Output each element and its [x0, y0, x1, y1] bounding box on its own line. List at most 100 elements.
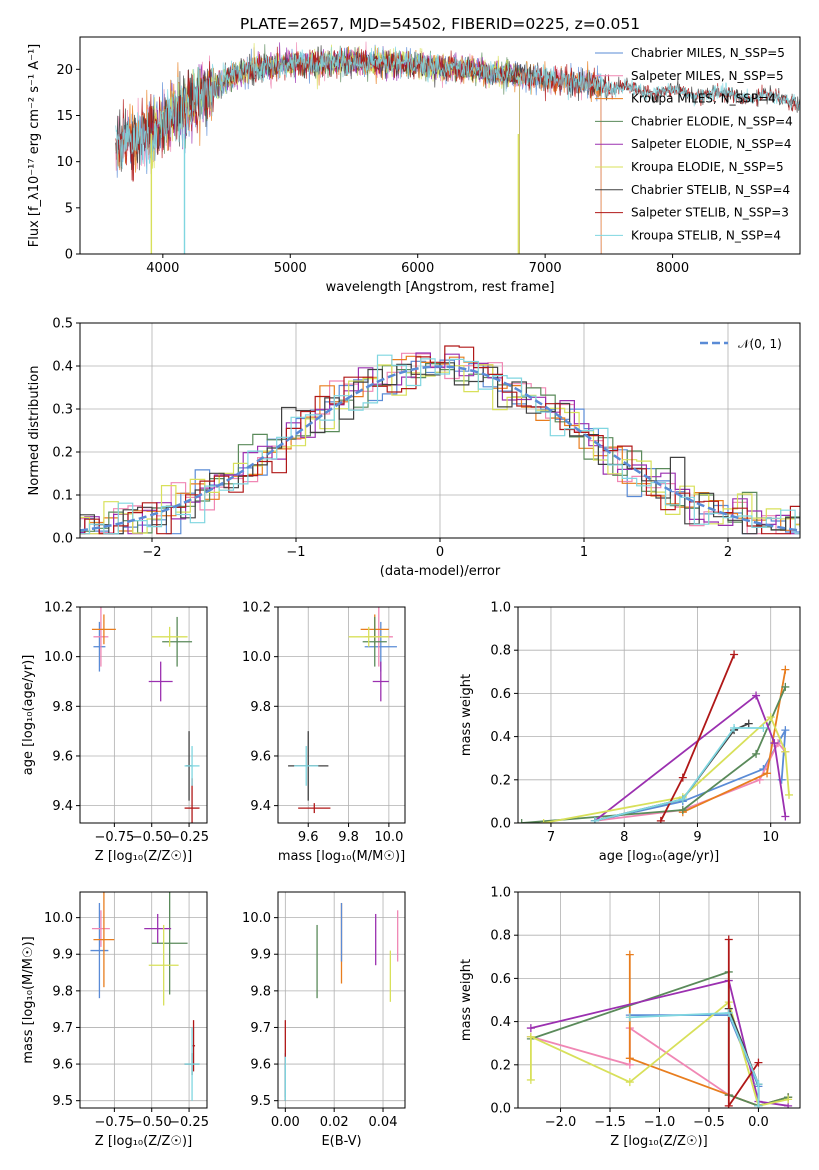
weight-point-marker — [766, 713, 775, 722]
x-tick-label: 0.0 — [748, 1115, 769, 1130]
legend-entry: 𝒩(0, 1) — [738, 337, 782, 351]
normal-reference-curve — [80, 365, 798, 532]
histogram-series — [80, 362, 800, 535]
y-tick-label: 9.6 — [52, 1058, 73, 1073]
weight-point-marker — [678, 773, 687, 782]
x-tick-label: −0.5 — [693, 1115, 725, 1130]
weight-series — [594, 694, 787, 822]
x-axis-label: Z [log₁₀(Z/Z☉)] — [95, 849, 192, 864]
weight-series — [629, 1012, 760, 1106]
legend-entry: Chabrier ELODIE, N_SSP=4 — [631, 114, 793, 128]
x-tick-label: 8000 — [656, 261, 689, 276]
x-axis-label: Z [log₁₀(Z/Z☉)] — [95, 1134, 192, 1149]
legend-entry: Kroupa MILES, N_SSP=4 — [631, 92, 776, 106]
weight-point-marker — [770, 739, 779, 748]
y-tick-label: 0.2 — [52, 446, 73, 461]
spectrum-lines — [115, 41, 800, 254]
y-tick-label: 9.6 — [250, 749, 271, 764]
y-axis-label: mass weight — [459, 959, 474, 1041]
weight-lines — [526, 935, 793, 1108]
weight-point-marker — [752, 691, 761, 700]
weight-point-marker — [781, 747, 790, 756]
weight-point-marker — [781, 665, 790, 674]
weight-vs-age-panel: 7 8 9 10 0.0 0.2 0.4 0.6 0.8 1.0 age [log₁₀(age/yr… — [459, 601, 801, 864]
y-tick-label: 9.6 — [52, 749, 73, 764]
mass-vs-EBV-panel: 0.00 0.02 0.04 9.5 9.6 9.7 9.8 9.9 10.0 E(B-V) — [242, 891, 406, 1149]
histograms — [80, 345, 800, 535]
y-axis-label: age [log₁₀(age/yr)] — [21, 655, 36, 776]
weight-point-marker — [724, 1008, 733, 1017]
errorbar-point — [93, 607, 109, 667]
errorbar-point — [184, 1027, 200, 1101]
errorbar-point — [362, 616, 387, 667]
gridlines — [278, 606, 405, 823]
y-tick-label: 9.7 — [52, 1021, 73, 1036]
weight-point-marker — [730, 723, 739, 732]
y-tick-label: 0.2 — [490, 773, 511, 788]
histogram-series — [80, 364, 800, 535]
errorbar-point — [93, 621, 106, 672]
x-tick-label: −1.0 — [644, 1115, 676, 1130]
x-tick-label: 9 — [693, 830, 701, 845]
y-tick-label: 10.0 — [44, 650, 73, 665]
errorbar-point — [294, 746, 319, 786]
y-tick-label: 9.4 — [250, 799, 271, 814]
weight-series — [543, 715, 790, 823]
x-tick-label: −0.50 — [132, 1115, 172, 1130]
x-tick-label: 9.6 — [298, 830, 319, 845]
y-tick-label: 0.4 — [490, 1015, 511, 1030]
axes-frame — [277, 606, 406, 824]
residual-panel: −2 −1 0 1 2 0.0 0.1 0.2 0.3 0.4 0.5 (data-model)/er… — [27, 317, 801, 579]
age-vs-mass-panel: 9.6 9.8 10.0 9.4 9.6 9.8 10.0 10.2 mass [log₁₀(M… — [242, 601, 406, 864]
y-tick-label: 1.0 — [490, 601, 511, 616]
x-tick-label: −0.75 — [94, 1115, 134, 1130]
y-axis-label: mass [log₁₀(M/M☉)] — [21, 936, 36, 1063]
x-tick-label: −2.0 — [545, 1115, 577, 1130]
weight-point-marker — [754, 1101, 763, 1108]
weight-point-marker — [744, 719, 753, 728]
y-axis-label: Normed distribution — [27, 366, 42, 496]
x-tick-label: 7 — [547, 830, 555, 845]
y-tick-label: 10.0 — [242, 911, 271, 926]
x-tick-label: 8 — [620, 830, 628, 845]
errorbar-point — [148, 661, 173, 702]
y-tick-label: 9.5 — [52, 1094, 73, 1109]
errorbar-point — [348, 626, 389, 647]
y-tick-label: 0.0 — [490, 817, 511, 832]
axes-frame — [277, 891, 406, 1109]
y-tick-label: 9.8 — [250, 700, 271, 715]
y-tick-label: 9.8 — [52, 984, 73, 999]
x-tick-label: −1 — [286, 545, 305, 560]
y-tick-label: 9.8 — [52, 700, 73, 715]
y-tick-label: 10.0 — [44, 911, 73, 926]
gridlines — [518, 891, 800, 1109]
y-tick-label: 9.9 — [250, 948, 271, 963]
y-tick-label: 0.8 — [490, 929, 511, 944]
y-tick-label: 10 — [56, 155, 73, 170]
errorbar-point — [298, 803, 331, 814]
weight-point-marker — [656, 816, 665, 823]
errorbars — [91, 607, 200, 823]
weight-series — [594, 722, 750, 822]
weight-point-marker — [759, 723, 768, 732]
weight-point-marker — [724, 935, 733, 944]
x-tick-label: 10 — [762, 830, 779, 845]
x-tick-label: 10.0 — [374, 830, 403, 845]
y-tick-label: 0.2 — [490, 1058, 511, 1073]
weight-point-marker — [781, 726, 790, 735]
legend-entry: Salpeter STELIB, N_SSP=3 — [631, 206, 789, 220]
errorbar-point — [91, 614, 116, 645]
y-tick-label: 0.5 — [52, 317, 73, 332]
x-axis-label: (data-model)/error — [380, 564, 501, 579]
x-tick-label: 0.02 — [320, 1115, 349, 1130]
y-tick-label: 1.0 — [490, 886, 511, 901]
weight-point-marker — [518, 819, 526, 823]
legend-entry: Chabrier STELIB, N_SSP=4 — [631, 183, 790, 197]
y-tick-label: 10.2 — [242, 601, 271, 616]
x-tick-label: 0.04 — [369, 1115, 398, 1130]
y-tick-label: 9.8 — [250, 984, 271, 999]
errorbars — [284, 902, 399, 1101]
y-tick-label: 9.9 — [52, 948, 73, 963]
weight-point-marker — [781, 812, 790, 821]
